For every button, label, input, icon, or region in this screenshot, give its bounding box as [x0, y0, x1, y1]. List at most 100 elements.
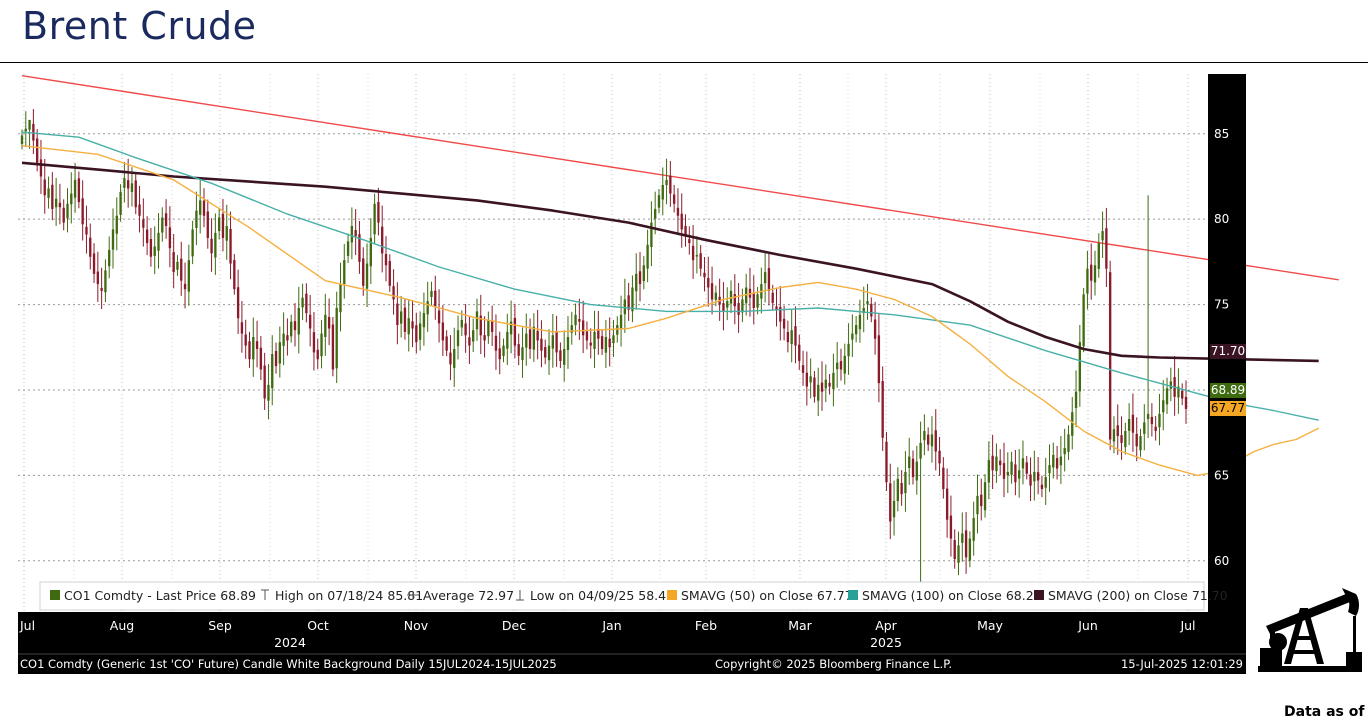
candle [733, 274, 736, 325]
candle [267, 364, 270, 420]
legend-item: SMAVG (200) on Close 71.70 [1034, 588, 1228, 603]
candle [316, 338, 319, 370]
candle-body [889, 483, 892, 522]
candle-body [108, 249, 111, 267]
candle [1055, 445, 1059, 480]
candle [650, 201, 653, 267]
candle-body [104, 270, 107, 293]
candle-body [456, 330, 460, 347]
candle [1101, 211, 1104, 259]
candle [1078, 324, 1082, 407]
candle-body [1048, 465, 1051, 474]
candle [1059, 435, 1063, 484]
candle [123, 161, 126, 203]
candle-body [608, 338, 611, 348]
candle-body [157, 232, 160, 251]
candle [1169, 367, 1173, 402]
candle [976, 474, 979, 534]
candle-body [1010, 461, 1013, 475]
candle-body [756, 294, 759, 308]
candle-body [923, 430, 926, 441]
candle-body [32, 123, 35, 141]
candle-body [843, 355, 846, 374]
candle-body [286, 335, 289, 341]
candle [43, 158, 46, 214]
candle-body [763, 272, 767, 284]
candle-body [1131, 414, 1135, 433]
candle [832, 353, 835, 407]
candle [927, 427, 930, 452]
candle-body [1036, 472, 1040, 481]
candle [441, 305, 445, 357]
candle-body [866, 301, 869, 305]
candle [581, 300, 585, 354]
candle [453, 327, 456, 388]
candle-body [964, 530, 968, 558]
candle-body [559, 350, 562, 361]
candle [608, 317, 611, 367]
candle [168, 206, 172, 268]
candle [676, 188, 680, 234]
candle-body [836, 362, 839, 370]
price-label: 68.89 [1210, 383, 1246, 398]
data-as-of-label: Data as of [1284, 704, 1365, 720]
candle-body [343, 260, 346, 285]
candle-body [369, 237, 372, 267]
candle [980, 478, 983, 521]
candle-body [130, 183, 134, 192]
candle [638, 251, 642, 302]
candle [1139, 428, 1142, 457]
candle [28, 119, 31, 149]
candle-body [1165, 388, 1169, 405]
candle-body [187, 260, 190, 292]
price-label-bg [1210, 383, 1246, 398]
candle [877, 314, 881, 403]
candle-body [911, 458, 915, 478]
candle-body [786, 331, 790, 343]
candle [726, 287, 729, 321]
candle [779, 286, 782, 341]
candle-body [722, 303, 725, 312]
candle-body [1158, 413, 1161, 428]
candle [707, 256, 710, 307]
candle [513, 303, 517, 359]
candle-body [138, 204, 141, 216]
candle [362, 247, 365, 296]
candle-body [418, 323, 422, 340]
candle [585, 321, 589, 350]
candle [77, 171, 81, 209]
candle-body [100, 287, 103, 291]
candle-body [544, 347, 547, 358]
candle [456, 315, 460, 360]
candle-body [699, 253, 702, 269]
candle-body [1101, 231, 1104, 241]
candle-body [745, 287, 748, 304]
legend-item: Average 72.97 [407, 588, 514, 603]
x-month-label: Aug [110, 618, 134, 633]
candle-body [153, 246, 156, 256]
price-labels: 71.70 68.89 67.77 [1210, 344, 1246, 416]
candle [487, 311, 490, 344]
candle [1116, 404, 1119, 455]
candle [1124, 422, 1127, 455]
candle-body [164, 213, 168, 227]
candle-body [331, 324, 335, 370]
candle [104, 259, 107, 303]
candle [756, 286, 759, 315]
candle [384, 236, 388, 282]
candle-body [453, 348, 456, 368]
legend-item: Low on 04/09/25 58.40 [516, 588, 674, 603]
candle [164, 199, 168, 239]
candle-body [741, 299, 744, 313]
candle-body [290, 321, 293, 337]
candle [570, 311, 573, 345]
candle-body [930, 434, 934, 447]
candle-body [324, 314, 327, 337]
candle [335, 291, 338, 384]
candle-body [828, 382, 831, 387]
candle-body [968, 538, 972, 561]
sma200-line [21, 161, 1319, 363]
legend-label: SMAVG (200) on Close 71.70 [1048, 588, 1228, 603]
price-label: 71.70 [1210, 344, 1246, 359]
candle-body [980, 494, 983, 507]
